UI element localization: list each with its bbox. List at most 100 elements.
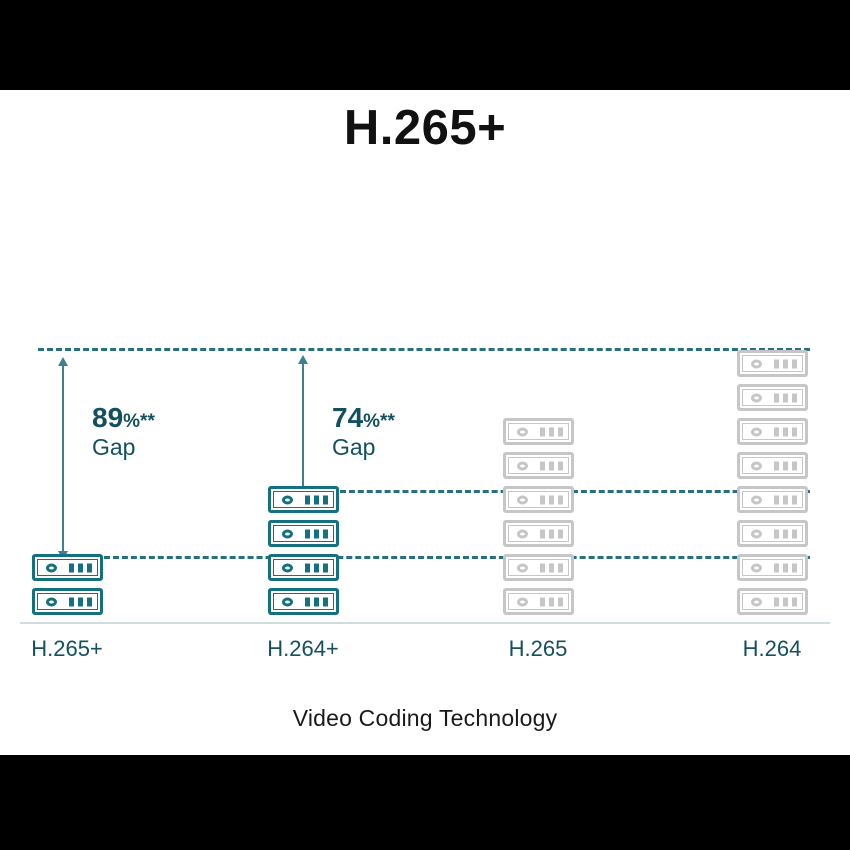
- gap-percent-h265plus: 89%**: [92, 402, 155, 433]
- server-drive-bay-icon: [783, 495, 788, 504]
- server-drive-bays-icon: [774, 529, 797, 538]
- reference-line-h264plus: [340, 490, 810, 493]
- server-unit-icon: [268, 588, 339, 615]
- server-drive-bay-icon: [314, 597, 319, 606]
- server-drive-bay-icon: [558, 597, 563, 606]
- server-unit-icon: [268, 520, 339, 547]
- server-drive-bay-icon: [783, 393, 788, 402]
- server-unit-icon: [737, 520, 808, 547]
- server-drive-bay-icon: [783, 563, 788, 572]
- gap-unit: %**: [363, 411, 395, 432]
- server-drive-bay-icon: [558, 563, 563, 572]
- server-drive-bays-icon: [774, 597, 797, 606]
- server-drive-bays-icon: [69, 563, 92, 572]
- server-drive-bay-icon: [314, 563, 319, 572]
- server-drive-bay-icon: [558, 427, 563, 436]
- server-unit-icon: [737, 486, 808, 513]
- chart-baseline: [20, 622, 830, 624]
- chart-plot-area: 89%** Gap 74%** Gap H.265+ H.264+ H.265 …: [0, 90, 850, 755]
- server-drive-bays-icon: [305, 529, 328, 538]
- server-drive-bays-icon: [774, 359, 797, 368]
- server-stack-h265plus: [32, 554, 103, 622]
- server-drive-bay-icon: [549, 529, 554, 538]
- gap-value: 89: [92, 402, 124, 433]
- server-unit-icon: [503, 520, 574, 547]
- server-drive-bays-icon: [540, 427, 563, 436]
- server-drive-bay-icon: [792, 563, 797, 572]
- server-unit-icon: [503, 418, 574, 445]
- server-drive-bay-icon: [305, 563, 310, 572]
- gap-word-h264plus: Gap: [332, 434, 376, 461]
- server-power-led-icon: [751, 461, 762, 470]
- gap-percent-h264plus: 74%**: [332, 402, 395, 433]
- server-drive-bay-icon: [558, 529, 563, 538]
- server-power-led-icon: [751, 529, 762, 538]
- server-drive-bay-icon: [540, 529, 545, 538]
- server-drive-bay-icon: [87, 597, 92, 606]
- server-unit-icon: [32, 554, 103, 581]
- page-title: H.265+: [343, 101, 507, 155]
- server-drive-bay-icon: [323, 597, 328, 606]
- server-drive-bay-icon: [78, 563, 83, 572]
- category-label-h265: H.265: [508, 636, 568, 661]
- server-drive-bays-icon: [540, 461, 563, 470]
- server-drive-bay-icon: [792, 529, 797, 538]
- server-unit-icon: [503, 588, 574, 615]
- server-power-led-icon: [282, 563, 293, 572]
- server-power-led-icon: [46, 563, 57, 572]
- server-drive-bay-icon: [792, 359, 797, 368]
- server-drive-bay-icon: [558, 461, 563, 470]
- server-drive-bay-icon: [323, 529, 328, 538]
- server-stack-h265: [503, 418, 574, 622]
- server-drive-bay-icon: [69, 597, 74, 606]
- server-drive-bay-icon: [323, 563, 328, 572]
- server-drive-bay-icon: [69, 563, 74, 572]
- server-drive-bay-icon: [314, 495, 319, 504]
- server-drive-bay-icon: [540, 461, 545, 470]
- server-drive-bays-icon: [774, 495, 797, 504]
- server-drive-bay-icon: [87, 563, 92, 572]
- axis-title: Video Coding Technology: [292, 705, 558, 731]
- chart-stage: H.265+ 89%** Gap 74%** Gap: [0, 90, 850, 755]
- server-drive-bays-icon: [540, 529, 563, 538]
- server-power-led-icon: [751, 427, 762, 436]
- server-drive-bay-icon: [540, 597, 545, 606]
- server-power-led-icon: [517, 529, 528, 538]
- server-power-led-icon: [282, 495, 293, 504]
- gap-arrow-h265plus: [58, 357, 68, 560]
- server-drive-bay-icon: [774, 359, 779, 368]
- gap-arrow-h264plus: [298, 355, 308, 496]
- server-drive-bay-icon: [78, 597, 83, 606]
- server-drive-bay-icon: [783, 529, 788, 538]
- server-drive-bay-icon: [792, 393, 797, 402]
- server-drive-bay-icon: [783, 597, 788, 606]
- server-unit-icon: [737, 452, 808, 479]
- server-power-led-icon: [46, 597, 57, 606]
- server-drive-bay-icon: [792, 461, 797, 470]
- server-drive-bay-icon: [305, 529, 310, 538]
- server-drive-bay-icon: [549, 427, 554, 436]
- category-label-h264: H.264: [742, 636, 802, 661]
- gap-unit: %**: [123, 411, 155, 432]
- server-stack-h264plus: [268, 486, 339, 622]
- server-drive-bays-icon: [540, 563, 563, 572]
- server-drive-bay-icon: [305, 495, 310, 504]
- gap-word-h265plus: Gap: [92, 434, 136, 461]
- gap-label-h265plus: 89%** Gap: [92, 402, 155, 461]
- server-power-led-icon: [517, 495, 528, 504]
- server-unit-icon: [737, 350, 808, 377]
- server-drive-bay-icon: [792, 495, 797, 504]
- server-drive-bay-icon: [783, 461, 788, 470]
- server-drive-bay-icon: [783, 427, 788, 436]
- server-drive-bay-icon: [305, 597, 310, 606]
- server-drive-bay-icon: [774, 461, 779, 470]
- server-power-led-icon: [517, 563, 528, 572]
- server-unit-icon: [32, 588, 103, 615]
- server-drive-bays-icon: [305, 495, 328, 504]
- server-unit-icon: [737, 384, 808, 411]
- server-power-led-icon: [517, 597, 528, 606]
- server-power-led-icon: [751, 359, 762, 368]
- server-drive-bay-icon: [549, 597, 554, 606]
- server-drive-bay-icon: [774, 393, 779, 402]
- server-drive-bay-icon: [549, 461, 554, 470]
